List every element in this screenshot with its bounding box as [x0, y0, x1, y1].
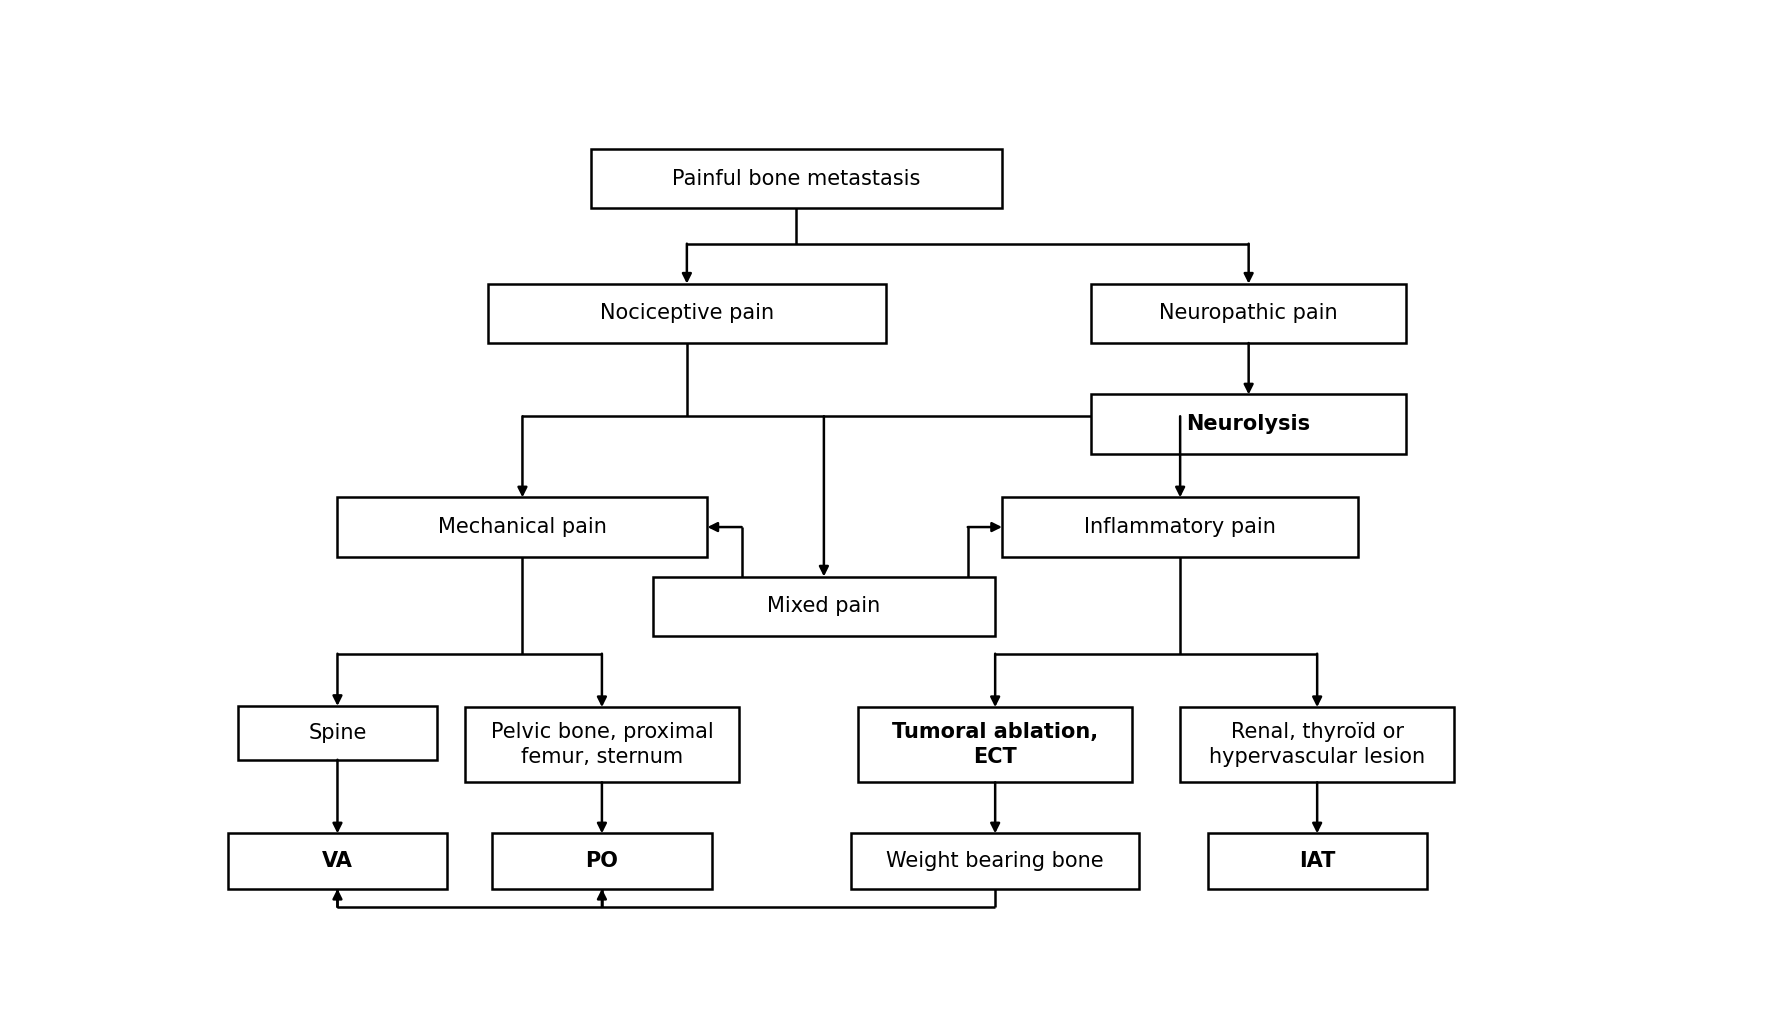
Text: Nociceptive pain: Nociceptive pain — [599, 303, 774, 324]
Text: Painful bone metastasis: Painful bone metastasis — [672, 169, 921, 189]
Text: Tumoral ablation,
ECT: Tumoral ablation, ECT — [893, 723, 1098, 767]
FancyBboxPatch shape — [488, 284, 886, 343]
Text: Mixed pain: Mixed pain — [767, 596, 880, 616]
FancyBboxPatch shape — [492, 834, 711, 889]
Text: VA: VA — [322, 851, 354, 871]
FancyBboxPatch shape — [1208, 834, 1427, 889]
FancyBboxPatch shape — [591, 149, 1002, 209]
FancyBboxPatch shape — [1091, 284, 1406, 343]
FancyBboxPatch shape — [239, 706, 437, 760]
FancyBboxPatch shape — [857, 707, 1132, 782]
FancyBboxPatch shape — [465, 707, 739, 782]
Text: IAT: IAT — [1299, 851, 1335, 871]
Text: Pelvic bone, proximal
femur, sternum: Pelvic bone, proximal femur, sternum — [490, 723, 713, 767]
FancyBboxPatch shape — [1181, 707, 1455, 782]
Text: Spine: Spine — [308, 723, 366, 743]
Text: Inflammatory pain: Inflammatory pain — [1084, 517, 1276, 537]
FancyBboxPatch shape — [852, 834, 1139, 889]
Text: Renal, thyroïd or
hypervascular lesion: Renal, thyroïd or hypervascular lesion — [1209, 723, 1425, 767]
FancyBboxPatch shape — [1002, 498, 1358, 557]
Text: Neurolysis: Neurolysis — [1186, 414, 1310, 434]
Text: Mechanical pain: Mechanical pain — [438, 517, 606, 537]
Text: Weight bearing bone: Weight bearing bone — [886, 851, 1103, 871]
FancyBboxPatch shape — [228, 834, 447, 889]
FancyBboxPatch shape — [1091, 395, 1406, 453]
Text: PO: PO — [585, 851, 619, 871]
FancyBboxPatch shape — [338, 498, 707, 557]
FancyBboxPatch shape — [652, 577, 995, 636]
Text: Neuropathic pain: Neuropathic pain — [1160, 303, 1338, 324]
